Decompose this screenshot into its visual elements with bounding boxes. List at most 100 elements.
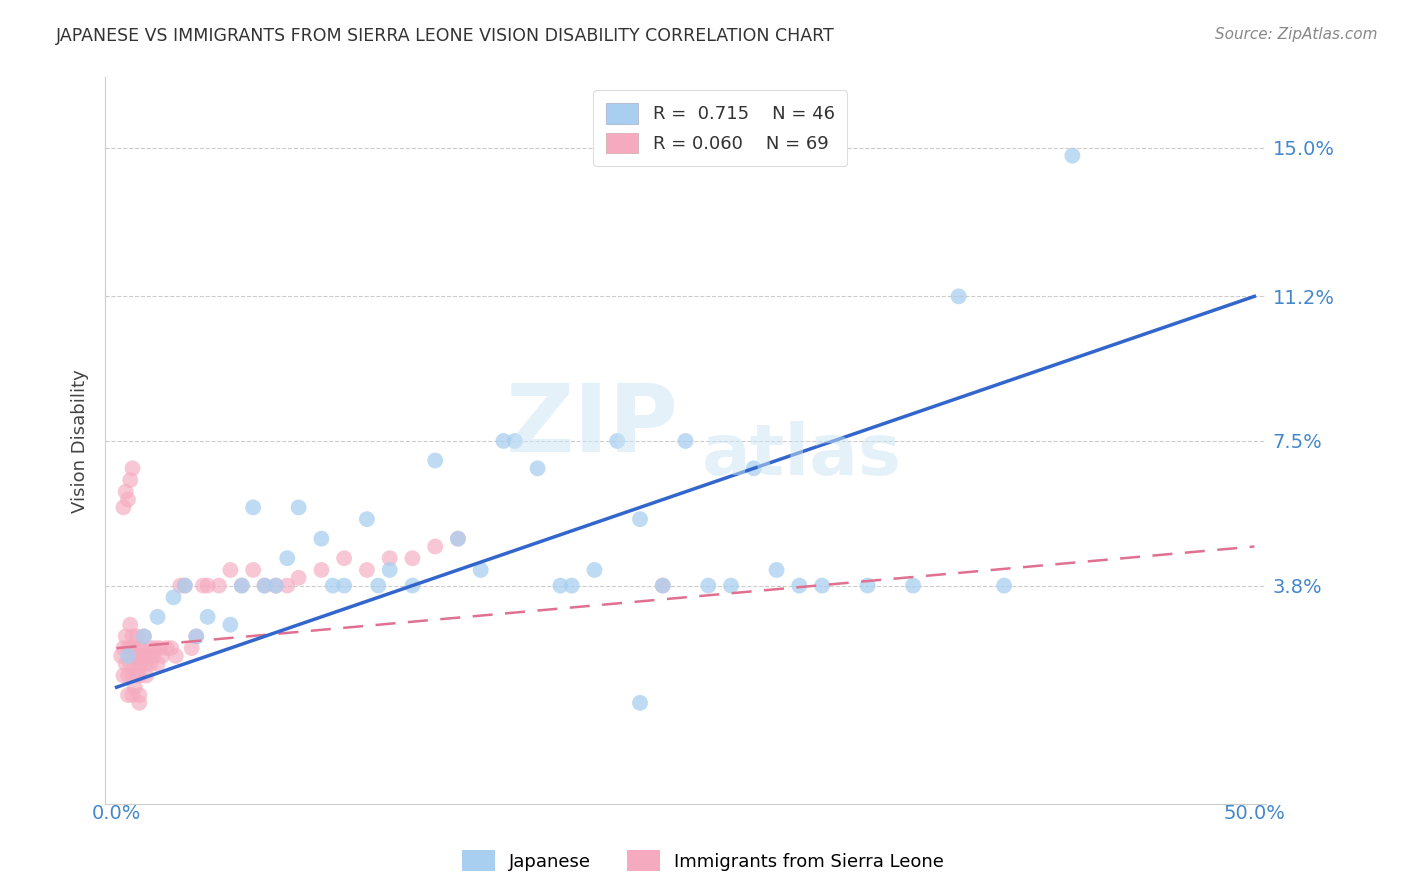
Point bbox=[742, 461, 765, 475]
Point bbox=[135, 668, 157, 682]
Point bbox=[117, 492, 139, 507]
Point bbox=[165, 648, 187, 663]
Point bbox=[219, 617, 242, 632]
Point bbox=[121, 629, 143, 643]
Point bbox=[356, 512, 378, 526]
Point bbox=[242, 563, 264, 577]
Point bbox=[173, 578, 195, 592]
Point bbox=[628, 512, 651, 526]
Point bbox=[128, 668, 150, 682]
Point bbox=[651, 578, 673, 592]
Point bbox=[146, 610, 169, 624]
Point bbox=[856, 578, 879, 592]
Point bbox=[132, 629, 155, 643]
Point bbox=[378, 563, 401, 577]
Point bbox=[114, 629, 136, 643]
Point bbox=[492, 434, 515, 448]
Point bbox=[333, 551, 356, 566]
Point bbox=[132, 629, 155, 643]
Point bbox=[287, 500, 309, 515]
Point bbox=[526, 461, 548, 475]
Point bbox=[117, 641, 139, 656]
Point bbox=[208, 578, 231, 592]
Point bbox=[121, 688, 143, 702]
Point bbox=[322, 578, 344, 592]
Point bbox=[231, 578, 253, 592]
Point bbox=[550, 578, 572, 592]
Point bbox=[765, 563, 787, 577]
Point bbox=[276, 551, 298, 566]
Point bbox=[561, 578, 583, 592]
Legend: R =  0.715    N = 46, R = 0.060    N = 69: R = 0.715 N = 46, R = 0.060 N = 69 bbox=[593, 90, 848, 166]
Point bbox=[117, 668, 139, 682]
Text: atlas: atlas bbox=[702, 421, 901, 490]
Text: JAPANESE VS IMMIGRANTS FROM SIERRA LEONE VISION DISABILITY CORRELATION CHART: JAPANESE VS IMMIGRANTS FROM SIERRA LEONE… bbox=[56, 27, 835, 45]
Point bbox=[253, 578, 276, 592]
Point bbox=[135, 657, 157, 671]
Point bbox=[160, 641, 183, 656]
Point bbox=[1062, 148, 1084, 162]
Point bbox=[131, 641, 153, 656]
Point bbox=[139, 657, 162, 671]
Point bbox=[139, 641, 162, 656]
Point bbox=[125, 629, 148, 643]
Point bbox=[264, 578, 287, 592]
Point bbox=[948, 289, 970, 303]
Point bbox=[117, 648, 139, 663]
Point bbox=[124, 657, 146, 671]
Point bbox=[470, 563, 492, 577]
Point bbox=[401, 578, 423, 592]
Point bbox=[150, 648, 173, 663]
Point bbox=[287, 571, 309, 585]
Point bbox=[333, 578, 356, 592]
Point bbox=[186, 629, 208, 643]
Point bbox=[114, 657, 136, 671]
Point bbox=[125, 648, 148, 663]
Point bbox=[242, 500, 264, 515]
Point bbox=[128, 688, 150, 702]
Point bbox=[120, 641, 142, 656]
Point bbox=[120, 473, 142, 487]
Point bbox=[112, 668, 135, 682]
Point bbox=[811, 578, 834, 592]
Point bbox=[162, 591, 184, 605]
Point bbox=[142, 648, 165, 663]
Point bbox=[367, 578, 389, 592]
Point bbox=[720, 578, 742, 592]
Point bbox=[311, 532, 333, 546]
Point bbox=[651, 578, 673, 592]
Point bbox=[197, 610, 219, 624]
Text: 50.0%: 50.0% bbox=[1223, 805, 1285, 823]
Y-axis label: Vision Disability: Vision Disability bbox=[72, 369, 89, 513]
Point bbox=[149, 641, 172, 656]
Point bbox=[606, 434, 628, 448]
Point bbox=[125, 668, 148, 682]
Point bbox=[356, 563, 378, 577]
Point bbox=[173, 578, 195, 592]
Text: Source: ZipAtlas.com: Source: ZipAtlas.com bbox=[1215, 27, 1378, 42]
Point bbox=[143, 641, 166, 656]
Point bbox=[901, 578, 924, 592]
Point bbox=[503, 434, 526, 448]
Point bbox=[231, 578, 253, 592]
Point bbox=[311, 563, 333, 577]
Point bbox=[253, 578, 276, 592]
Point bbox=[628, 696, 651, 710]
Point bbox=[219, 563, 242, 577]
Point bbox=[425, 453, 447, 467]
Point bbox=[169, 578, 191, 592]
Point bbox=[186, 629, 208, 643]
Point bbox=[401, 551, 423, 566]
Point bbox=[156, 641, 179, 656]
Point bbox=[276, 578, 298, 592]
Point bbox=[132, 648, 155, 663]
Text: ZIP: ZIP bbox=[506, 380, 679, 473]
Point bbox=[146, 657, 169, 671]
Point bbox=[191, 578, 214, 592]
Point bbox=[117, 688, 139, 702]
Point bbox=[583, 563, 606, 577]
Point bbox=[138, 648, 160, 663]
Point bbox=[124, 680, 146, 694]
Point bbox=[128, 696, 150, 710]
Point bbox=[112, 500, 135, 515]
